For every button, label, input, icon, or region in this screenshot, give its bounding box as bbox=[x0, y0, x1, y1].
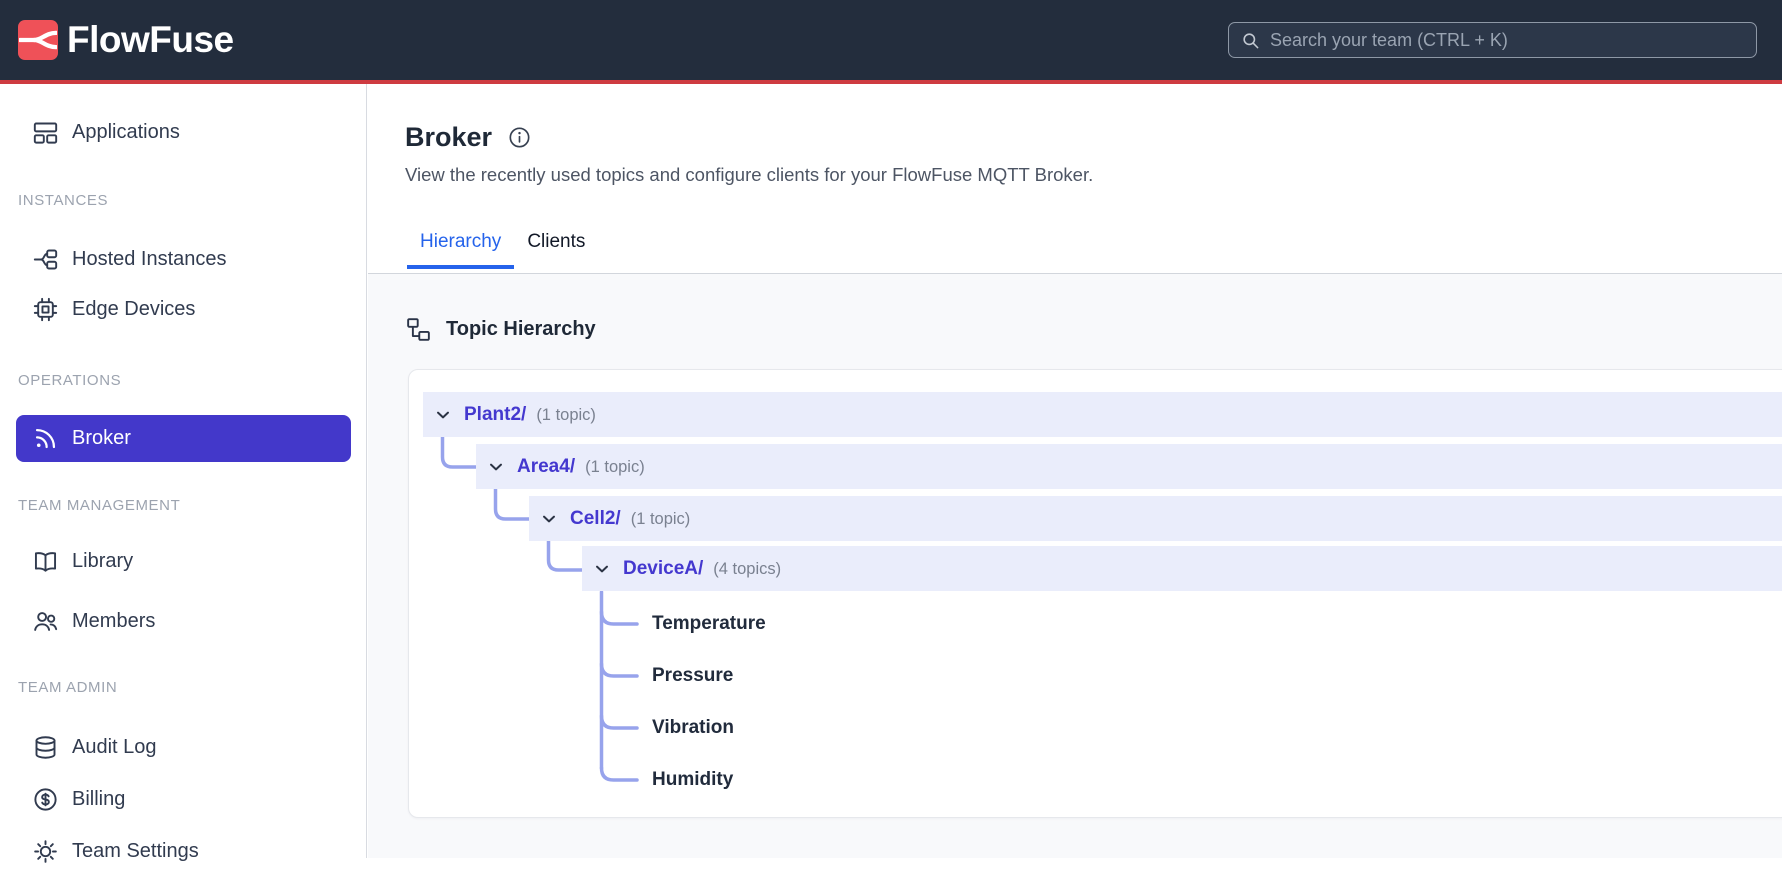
team-search bbox=[1228, 22, 1757, 58]
tree-hierarchy-icon bbox=[405, 316, 432, 343]
sidebar-item-applications[interactable]: Applications bbox=[16, 110, 351, 154]
tree-node-plant2[interactable]: Plant2/ (1 topic) bbox=[423, 392, 1782, 437]
search-icon bbox=[1241, 31, 1260, 50]
sidebar-item-label: Billing bbox=[72, 787, 126, 810]
home-link[interactable]: FlowFuse bbox=[18, 19, 234, 61]
dollar-icon bbox=[32, 786, 59, 813]
sidebar-item-library[interactable]: Library bbox=[16, 539, 351, 583]
page-subtitle: View the recently used topics and config… bbox=[405, 164, 1094, 185]
sidebar-item-audit-log[interactable]: Audit Log bbox=[16, 725, 351, 769]
panel-heading-label: Topic Hierarchy bbox=[446, 318, 596, 340]
sidebar-item-label: Audit Log bbox=[72, 735, 157, 758]
tab-bar: Hierarchy Clients bbox=[407, 225, 598, 269]
flowfuse-fork-icon bbox=[19, 21, 57, 59]
tree-node-devicea[interactable]: DeviceA/ (4 topics) bbox=[582, 546, 1782, 591]
tree-node-label: Plant2/ bbox=[464, 403, 527, 425]
tree-node-area4[interactable]: Area4/ (1 topic) bbox=[476, 444, 1782, 489]
chip-icon bbox=[32, 296, 59, 323]
tree-connector-lines bbox=[440, 435, 639, 782]
panel-heading: Topic Hierarchy bbox=[405, 316, 596, 343]
sidebar-item-team-settings[interactable]: Team Settings bbox=[16, 829, 351, 873]
sidebar: Applications INSTANCES Hosted Instances … bbox=[0, 84, 367, 863]
tree-leaf-humidity[interactable]: Humidity bbox=[652, 769, 734, 790]
tree-node-topic-count: (4 topics) bbox=[713, 560, 782, 578]
tree-node-topic-count: (1 topic) bbox=[536, 406, 596, 424]
tree-leaf-temperature[interactable]: Temperature bbox=[652, 613, 766, 634]
users-icon bbox=[32, 608, 59, 635]
sidebar-section-team-admin: TEAM ADMIN bbox=[18, 679, 118, 696]
sidebar-section-team-management: TEAM MANAGEMENT bbox=[18, 497, 181, 514]
sidebar-section-instances: INSTANCES bbox=[18, 192, 109, 209]
topic-tree-card: Plant2/ (1 topic) Area4/ (1 topic) Cell2… bbox=[408, 369, 1782, 818]
sidebar-item-edge-devices[interactable]: Edge Devices bbox=[16, 287, 351, 331]
info-icon[interactable] bbox=[507, 125, 532, 150]
search-input[interactable] bbox=[1270, 29, 1744, 51]
rectangle-group-icon bbox=[32, 119, 59, 146]
sidebar-section-operations: OPERATIONS bbox=[18, 372, 122, 389]
tree-node-label: DeviceA/ bbox=[623, 557, 704, 579]
tree-node-cell2[interactable]: Cell2/ (1 topic) bbox=[529, 496, 1782, 541]
tree-node-topic-count: (1 topic) bbox=[585, 458, 645, 476]
tree-node-label: Area4/ bbox=[517, 455, 576, 477]
chevron-down-icon[interactable] bbox=[541, 511, 557, 527]
chevron-down-icon[interactable] bbox=[594, 561, 610, 577]
sidebar-item-label: Members bbox=[72, 609, 156, 632]
sidebar-item-label: Broker bbox=[72, 427, 131, 449]
brand-wordmark: FlowFuse bbox=[67, 19, 234, 60]
tab-clients[interactable]: Clients bbox=[527, 231, 586, 252]
tree-leaf-pressure[interactable]: Pressure bbox=[652, 665, 734, 686]
chevron-down-icon[interactable] bbox=[488, 459, 504, 475]
tabs-divider bbox=[368, 273, 1782, 274]
hierarchy-section: Topic Hierarchy Plant2/ (1 topic) Area4/ bbox=[368, 274, 1782, 858]
database-icon bbox=[32, 734, 59, 761]
tree-node-topic-count: (1 topic) bbox=[630, 510, 691, 528]
sidebar-item-label: Hosted Instances bbox=[72, 247, 227, 270]
sidebar-item-members[interactable]: Members bbox=[16, 599, 351, 643]
pipeline-icon bbox=[32, 246, 59, 273]
sidebar-item-label: Library bbox=[72, 549, 134, 572]
tab-hierarchy[interactable]: Hierarchy bbox=[407, 225, 515, 269]
tree-leaf-vibration[interactable]: Vibration bbox=[652, 717, 734, 738]
book-open-icon bbox=[32, 548, 59, 575]
sidebar-item-hosted-instances[interactable]: Hosted Instances bbox=[16, 237, 351, 281]
flowfuse-logo bbox=[18, 20, 58, 60]
sidebar-item-broker[interactable]: Broker bbox=[16, 415, 351, 462]
chevron-down-icon[interactable] bbox=[435, 407, 451, 423]
top-navbar: FlowFuse bbox=[0, 0, 1782, 84]
sidebar-item-label: Edge Devices bbox=[72, 297, 196, 320]
tree-node-label: Cell2/ bbox=[570, 507, 621, 529]
rss-icon bbox=[32, 425, 59, 452]
sidebar-item-billing[interactable]: Billing bbox=[16, 777, 351, 821]
gear-icon bbox=[32, 838, 59, 865]
sidebar-item-label: Applications bbox=[72, 120, 180, 143]
page-title: Broker bbox=[405, 122, 493, 152]
page-header: Broker View the recently used topics and… bbox=[368, 84, 1782, 274]
sidebar-item-label: Team Settings bbox=[72, 839, 199, 862]
